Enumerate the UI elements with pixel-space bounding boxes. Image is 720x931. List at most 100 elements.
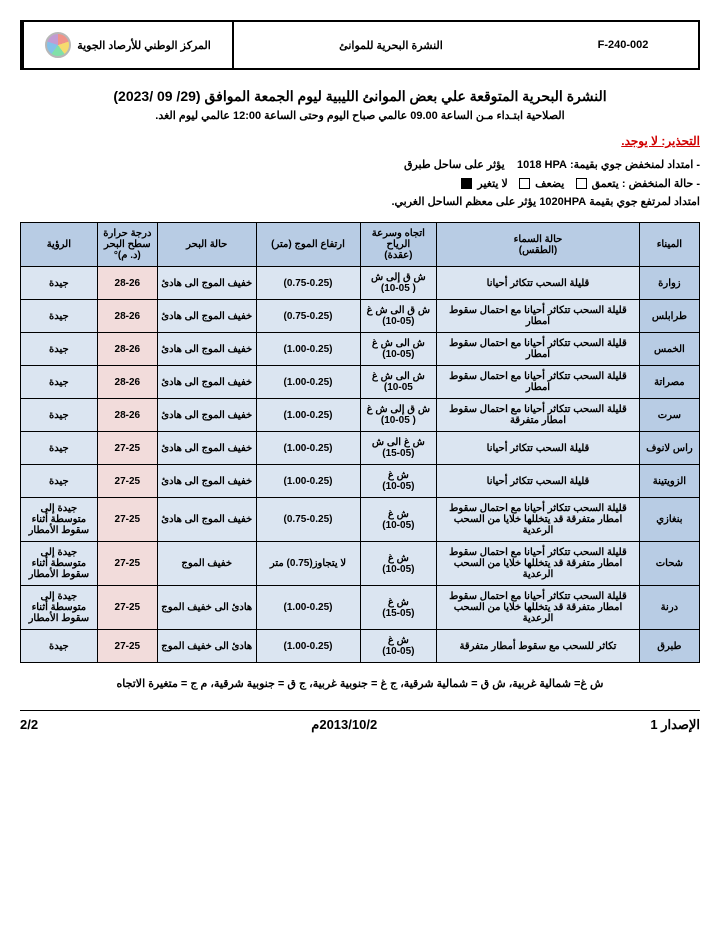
- cell-sky: قليلة السحب تتكاثر أحيانا مع احتمال سقوط…: [437, 586, 640, 630]
- cell-wind: ش ق إلى ش ( 10-05): [360, 267, 437, 300]
- cell-vis: جيدة إلى متوسطة أثناء سقوط الأمطار: [21, 586, 98, 630]
- cell-wave: (1.00-0.25): [256, 366, 360, 399]
- cell-sky: قليلة السحب تتكاثر أحيانا: [437, 267, 640, 300]
- table-row: الزويتينةقليلة السحب تتكاثر أحياناش غ (1…: [21, 465, 700, 498]
- table-row: بنغازيقليلة السحب تتكاثر أحيانا مع احتما…: [21, 498, 700, 542]
- cell-temp: 27-25: [97, 586, 157, 630]
- cell-wind: ش غ (10-05): [360, 630, 437, 663]
- col-header: الرؤية: [21, 223, 98, 267]
- footer-date: 2013/10/2م: [311, 717, 377, 733]
- cell-sky: تكاثر للسحب مع سقوط أمطار متفرقة: [437, 630, 640, 663]
- cell-temp: 28-26: [97, 300, 157, 333]
- col-header: الميناء: [639, 223, 699, 267]
- footer-version: الإصدار 1: [650, 717, 700, 733]
- table-row: زوارةقليلة السحب تتكاثر أحياناش ق إلى ش …: [21, 267, 700, 300]
- state-deepen: - حالة المنخفض : يتعمق: [592, 178, 700, 190]
- warning-text: لا يوجد.: [621, 134, 658, 148]
- cell-port: طبرق: [639, 630, 699, 663]
- cell-port: الخمس: [639, 333, 699, 366]
- footer-page: 2/2: [20, 717, 38, 733]
- doc-code: F-240-002: [598, 39, 649, 51]
- table-row: مصراتةقليلة السحب تتكاثر أحيانا مع احتما…: [21, 366, 700, 399]
- cell-sky: قليلة السحب تتكاثر أحيانا مع احتمال سقوط…: [437, 498, 640, 542]
- cell-vis: جيدة: [21, 333, 98, 366]
- cell-sea: خفيف الموج الى هادئ: [157, 366, 256, 399]
- cell-temp: 27-25: [97, 465, 157, 498]
- cell-wave: (1.00-0.25): [256, 465, 360, 498]
- cell-vis: جيدة إلى متوسطة أثناء سقوط الأمطار: [21, 498, 98, 542]
- cell-port: بنغازي: [639, 498, 699, 542]
- cell-port: درنة: [639, 586, 699, 630]
- org-name: المركز الوطني للأرصاد الجوية: [77, 39, 211, 52]
- state-nochange: لا يتغير: [477, 178, 507, 190]
- cell-wave: (0.75-0.25): [256, 267, 360, 300]
- cell-vis: جيدة: [21, 399, 98, 432]
- cell-sea: خفيف الموج الى هادئ: [157, 300, 256, 333]
- col-header: حالة السماء (الطقس): [437, 223, 640, 267]
- cell-sky: قليلة السحب تتكاثر أحيانا: [437, 465, 640, 498]
- cell-wind: ش الى ش غ 10-05): [360, 366, 437, 399]
- col-header: ارتفاع الموج (متر): [256, 223, 360, 267]
- cell-sea: هادئ الى خفيف الموج: [157, 630, 256, 663]
- cell-wave: (1.00-0.25): [256, 399, 360, 432]
- legend: ش غ= شمالية غربية، ش ق = شمالية شرقية، ج…: [20, 677, 700, 690]
- org-cell: المركز الوطني للأرصاد الجوية: [22, 22, 232, 68]
- cell-port: طرابلس: [639, 300, 699, 333]
- cell-sky: قليلة السحب تتكاثر أحيانا مع احتمال سقوط…: [437, 399, 640, 432]
- cell-sea: خفيف الموج الى هادئ: [157, 432, 256, 465]
- col-header: درجة حرارة سطح البحر (د. م)°: [97, 223, 157, 267]
- cell-vis: جيدة: [21, 465, 98, 498]
- low-value: 1018 HPA: [517, 156, 567, 175]
- cell-sea: خفيف الموج الى هادئ: [157, 399, 256, 432]
- cell-port: الزويتينة: [639, 465, 699, 498]
- checkbox-weaken: [519, 178, 530, 189]
- code-cell: F-240-002: [548, 22, 698, 68]
- cell-vis: جيدة: [21, 300, 98, 333]
- state-weaken: يضعف: [535, 178, 564, 190]
- cell-sky: قليلة السحب تتكاثر أحيانا مع احتمال سقوط…: [437, 542, 640, 586]
- cell-temp: 28-26: [97, 267, 157, 300]
- table-row: الخمسقليلة السحب تتكاثر أحيانا مع احتمال…: [21, 333, 700, 366]
- pressure-info: - امتداد لمنخفض جوي بقيمة: 1018 HPA يؤثر…: [20, 156, 700, 212]
- cell-port: زوارة: [639, 267, 699, 300]
- high-effect: يؤثر على معظم الساحل الغربي.: [391, 196, 536, 208]
- cell-wave: (1.00-0.25): [256, 432, 360, 465]
- low-label: - امتداد لمنخفض جوي بقيمة:: [570, 159, 700, 171]
- table-row: سرتقليلة السحب تتكاثر أحيانا مع احتمال س…: [21, 399, 700, 432]
- cell-wind: ش ق الى ش غ (10-05): [360, 300, 437, 333]
- cell-port: راس لانوف: [639, 432, 699, 465]
- cell-sky: قليلة السحب تتكاثر أحيانا مع احتمال سقوط…: [437, 366, 640, 399]
- table-row: راس لانوفقليلة السحب تتكاثر أحياناش غ ال…: [21, 432, 700, 465]
- doc-title-cell: النشرة البحرية للموانئ: [232, 22, 548, 68]
- forecast-table: الميناءحالة السماء (الطقس)اتجاه وسرعة ال…: [20, 222, 700, 663]
- cell-wind: ش غ (10-05): [360, 542, 437, 586]
- cell-sea: خفيف الموج: [157, 542, 256, 586]
- header-box: المركز الوطني للأرصاد الجوية النشرة البح…: [20, 20, 700, 70]
- cell-temp: 28-26: [97, 366, 157, 399]
- footer: الإصدار 1 2013/10/2م 2/2: [20, 710, 700, 733]
- cell-wave: (0.75-0.25): [256, 498, 360, 542]
- cell-wave: لا يتجاوز(0.75) متر: [256, 542, 360, 586]
- table-row: شحاتقليلة السحب تتكاثر أحيانا مع احتمال …: [21, 542, 700, 586]
- cell-sky: قليلة السحب تتكاثر أحيانا: [437, 432, 640, 465]
- cell-vis: جيدة: [21, 630, 98, 663]
- cell-vis: جيدة إلى متوسطة أثناء سقوط الأمطار: [21, 542, 98, 586]
- col-header: اتجاه وسرعة الرياح (عقدة): [360, 223, 437, 267]
- high-label: امتداد لمرتفع جوي بقيمة: [589, 196, 700, 208]
- subtitle: الصلاحية ابتـداء مـن الساعة 09.00 عالمي …: [20, 109, 700, 122]
- table-row: طرابلسقليلة السحب تتكاثر أحيانا مع احتما…: [21, 300, 700, 333]
- cell-vis: جيدة: [21, 432, 98, 465]
- cell-sea: هادئ الى خفيف الموج: [157, 586, 256, 630]
- col-header: حالة البحر: [157, 223, 256, 267]
- cell-wave: (1.00-0.25): [256, 333, 360, 366]
- cell-sea: خفيف الموج الى هادئ: [157, 267, 256, 300]
- cell-sea: خفيف الموج الى هادئ: [157, 333, 256, 366]
- high-value: 1020HPA: [539, 193, 586, 212]
- cell-wave: (1.00-0.25): [256, 586, 360, 630]
- cell-wind: ش غ الى ش (15-05): [360, 432, 437, 465]
- cell-sky: قليلة السحب تتكاثر أحيانا مع احتمال سقوط…: [437, 300, 640, 333]
- cell-temp: 27-25: [97, 498, 157, 542]
- logo-icon: [45, 32, 71, 58]
- cell-vis: جيدة: [21, 366, 98, 399]
- cell-sea: خفيف الموج الى هادئ: [157, 465, 256, 498]
